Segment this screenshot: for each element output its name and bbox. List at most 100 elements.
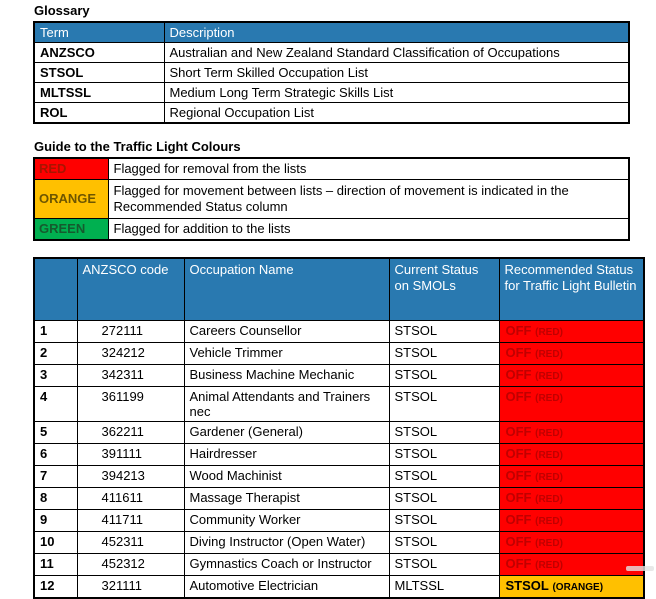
recommended-status-value: OFF [505,423,532,439]
occupation-recommended-status: OFF (RED) [498,363,645,387]
occupation-row-number: 9 [33,508,78,532]
occupation-row: 8 411611 Massage Therapist STSOL OFF (RED) [33,486,645,510]
glossary-row: ROL Regional Occupation List [33,102,630,124]
occupation-name: Careers Counsellor [183,319,390,343]
occupation-anzsco-code: 452311 [76,530,185,554]
occupation-name: Wood Machinist [183,464,390,488]
occupations-header-row: ANZSCO code Occupation Name Current Stat… [33,257,645,321]
glossary-description: Short Term Skilled Occupation List [163,62,630,83]
glossary-table: Term Description ANZSCO Australian and Ne… [33,21,630,124]
occupation-row: 12 321111 Automotive Electrician MLTSSL STSO… [33,574,645,598]
glossary-row: ANZSCO Australian and New Zealand Standar… [33,42,630,63]
recommended-status-note: (RED) [535,449,563,461]
recommended-status-note: (RED) [535,493,563,505]
occupations-header-anzsco-code: ANZSCO code [76,257,185,321]
traffic-colour-swatch: GREEN [33,218,109,241]
recommended-status-value: OFF [505,445,532,461]
occupation-current-status: STSOL [388,486,500,510]
occupation-recommended-status: OFF (RED) [498,385,645,422]
occupation-current-status: STSOL [388,530,500,554]
occupation-row-number: 11 [33,552,78,576]
occupation-row-number: 4 [33,385,78,422]
traffic-guide-row: RED Flagged for removal from the lists [33,157,630,180]
recommended-status-value: OFF [505,366,532,382]
occupation-current-status: STSOL [388,552,500,576]
occupation-current-status: STSOL [388,363,500,387]
occupation-current-status: STSOL [388,385,500,422]
occupation-anzsco-code: 361199 [76,385,185,422]
recommended-status-value: OFF [505,388,532,404]
recommended-status-value: OFF [505,533,532,549]
occupations-header-index [33,257,78,321]
occupations-header-occupation-name: Occupation Name [183,257,390,321]
occupation-anzsco-code: 411711 [76,508,185,532]
recommended-status-note: (RED) [535,559,563,571]
occupation-row: 3 342311 Business Machine Mechanic STSOL OFF… [33,363,645,387]
occupation-name: Animal Attendants and Trainers nec [183,385,390,422]
window-corner-artifact [626,566,654,571]
occupations-header-recommended-status: Recommended Status for Traffic Light Bul… [498,257,645,321]
recommended-status-value: OFF [505,489,532,505]
glossary-header-row: Term Description [33,21,630,43]
occupation-name: Gardener (General) [183,420,390,444]
glossary-title: Glossary [34,3,90,18]
occupation-anzsco-code: 411611 [76,486,185,510]
occupation-row: 9 411711 Community Worker STSOL OFF (RED) [33,508,645,532]
occupation-row-number: 8 [33,486,78,510]
recommended-status-note: (RED) [535,392,563,404]
occupation-row-number: 12 [33,574,78,598]
occupation-anzsco-code: 321111 [76,574,185,598]
recommended-status-value: STSOL [505,577,549,593]
traffic-guide-title: Guide to the Traffic Light Colours [34,139,241,154]
occupation-row: 10 452311 Diving Instructor (Open Water) ST… [33,530,645,554]
occupation-current-status: STSOL [388,319,500,343]
traffic-colour-description: Flagged for removal from the lists [107,157,630,180]
glossary-row: STSOL Short Term Skilled Occupation List [33,62,630,83]
occupation-recommended-status: OFF (RED) [498,508,645,532]
glossary-term: ANZSCO [33,42,165,63]
occupation-recommended-status: OFF (RED) [498,319,645,343]
recommended-status-value: OFF [505,511,532,527]
occupation-row-number: 7 [33,464,78,488]
recommended-status-note: (RED) [535,471,563,483]
glossary-term: MLTSSL [33,82,165,103]
occupation-row: 5 362211 Gardener (General) STSOL OFF (RED) [33,420,645,444]
occupation-anzsco-code: 362211 [76,420,185,444]
occupation-row-number: 5 [33,420,78,444]
occupation-anzsco-code: 391111 [76,442,185,466]
recommended-status-value: OFF [505,555,532,571]
traffic-guide-table: RED Flagged for removal from the lists ORA… [33,157,630,241]
glossary-row: MLTSSL Medium Long Term Strategic Skills … [33,82,630,103]
occupation-row-number: 3 [33,363,78,387]
occupations-table: ANZSCO code Occupation Name Current Stat… [33,257,645,599]
occupation-name: Automotive Electrician [183,574,390,598]
recommended-status-note: (RED) [535,348,563,360]
occupation-row: 6 391111 Hairdresser STSOL OFF (RED) [33,442,645,466]
occupations-header-current-status: Current Status on SMOLs [388,257,500,321]
occupation-current-status: MLTSSL [388,574,500,598]
occupation-row: 7 394213 Wood Machinist STSOL OFF (RED) [33,464,645,488]
occupation-row-number: 1 [33,319,78,343]
occupation-recommended-status: OFF (RED) [498,442,645,466]
glossary-term: STSOL [33,62,165,83]
recommended-status-note: (RED) [535,537,563,549]
occupation-recommended-status: OFF (RED) [498,530,645,554]
document-page: Glossary Term Description ANZSCO Australi… [33,3,654,599]
occupation-name: Community Worker [183,508,390,532]
occupation-row: 11 452312 Gymnastics Coach or Instructor ST… [33,552,645,576]
occupation-row: 1 272111 Careers Counsellor STSOL OFF (RED) [33,319,645,343]
traffic-guide-row: GREEN Flagged for addition to the lists [33,218,630,241]
recommended-status-value: OFF [505,467,532,483]
occupation-current-status: STSOL [388,508,500,532]
occupation-anzsco-code: 394213 [76,464,185,488]
glossary-header-description: Description [163,21,630,43]
glossary-term: ROL [33,102,165,124]
recommended-status-note: (ORANGE) [552,581,604,593]
occupation-name: Vehicle Trimmer [183,341,390,365]
glossary-description: Australian and New Zealand Standard Clas… [163,42,630,63]
occupation-current-status: STSOL [388,420,500,444]
occupation-name: Diving Instructor (Open Water) [183,530,390,554]
traffic-guide-row: ORANGE Flagged for movement between lists… [33,179,630,219]
occupation-recommended-status: OFF (RED) [498,341,645,365]
occupation-row-number: 10 [33,530,78,554]
